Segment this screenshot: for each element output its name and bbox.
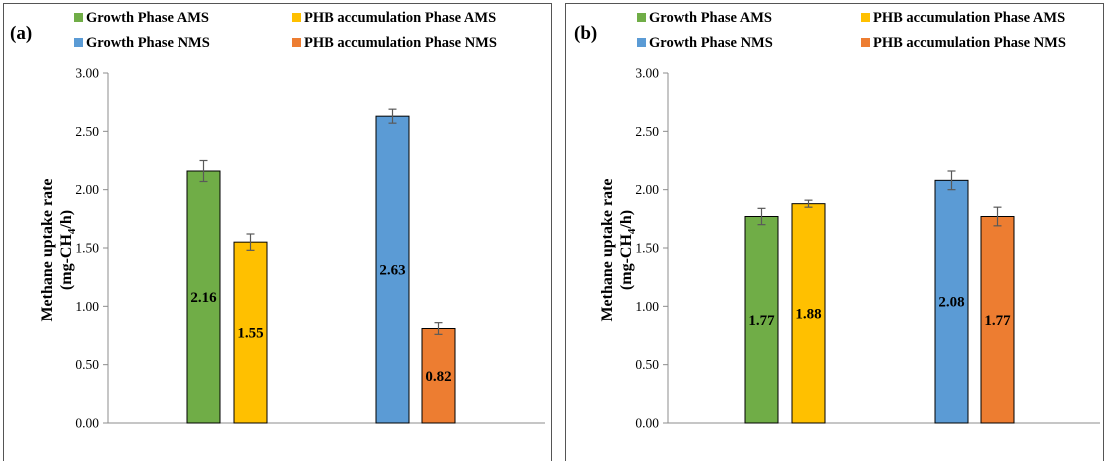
y-tick-label: 2.00 <box>75 182 99 197</box>
panel-a: (a) Growth Phase AMS PHB accumulation Phas… <box>3 3 552 466</box>
bar <box>375 115 410 424</box>
y-tick-label: 1.50 <box>635 241 659 256</box>
data-label: 1.77 <box>984 313 1011 329</box>
legend-label: Growth Phase NMS <box>86 35 210 51</box>
panel-label: (a) <box>10 23 32 44</box>
y-axis-label: Methane uptake rate <box>599 178 616 321</box>
y-tick-label: 0.00 <box>635 416 659 431</box>
y-tick-label: 0.50 <box>635 357 659 372</box>
panel-label: (b) <box>574 23 597 44</box>
y-tick-label: 2.50 <box>635 124 659 139</box>
y-tick-label: 3.00 <box>635 66 659 81</box>
legend-swatch <box>292 13 301 22</box>
legend-label: PHB accumulation Phase AMS <box>873 10 1065 26</box>
y-axis-label: Methane uptake rate <box>39 178 56 321</box>
panel-frame <box>3 3 552 466</box>
y-tick-label: 1.50 <box>75 241 99 256</box>
y-tick-label: 2.00 <box>635 182 659 197</box>
legend-swatch <box>74 38 83 47</box>
legend-label: PHB accumulation Phase AMS <box>304 10 496 26</box>
legend-swatch <box>861 13 870 22</box>
data-label: 1.77 <box>748 313 775 329</box>
panel-b: (b) Growth Phase AMS PHB accumulation Phas… <box>565 3 1104 466</box>
data-label: 1.88 <box>795 306 821 322</box>
data-label: 2.08 <box>938 295 964 311</box>
legend-swatch <box>292 38 301 47</box>
bar <box>421 328 456 424</box>
data-label: 1.55 <box>237 326 263 342</box>
bar <box>233 241 268 424</box>
y-tick-label: 1.00 <box>635 299 659 314</box>
legend-swatch <box>637 38 646 47</box>
y-tick-label: 3.00 <box>75 66 99 81</box>
y-tick-label: 0.00 <box>75 416 99 431</box>
legend-label: Growth Phase AMS <box>649 10 772 26</box>
legend-swatch <box>861 38 870 47</box>
panel-frame <box>565 3 1104 466</box>
data-label: 2.63 <box>379 263 405 279</box>
legend-label: Growth Phase NMS <box>649 35 773 51</box>
legend-label: PHB accumulation Phase NMS <box>304 35 497 51</box>
legend-label: Growth Phase AMS <box>86 10 209 26</box>
data-label: 0.82 <box>425 369 451 385</box>
y-axis-unit: (mg-CH4/h) <box>618 210 638 290</box>
legend-label: PHB accumulation Phase NMS <box>873 35 1066 51</box>
y-axis-unit: (mg-CH4/h) <box>58 210 78 290</box>
bar <box>744 216 779 424</box>
y-tick-label: 1.00 <box>75 299 99 314</box>
data-label: 2.16 <box>190 290 217 306</box>
y-tick-label: 0.50 <box>75 357 99 372</box>
legend-swatch <box>74 13 83 22</box>
y-tick-label: 2.50 <box>75 124 99 139</box>
bar <box>791 203 826 424</box>
legend-swatch <box>637 13 646 22</box>
bar <box>934 179 969 424</box>
bar <box>980 216 1015 424</box>
